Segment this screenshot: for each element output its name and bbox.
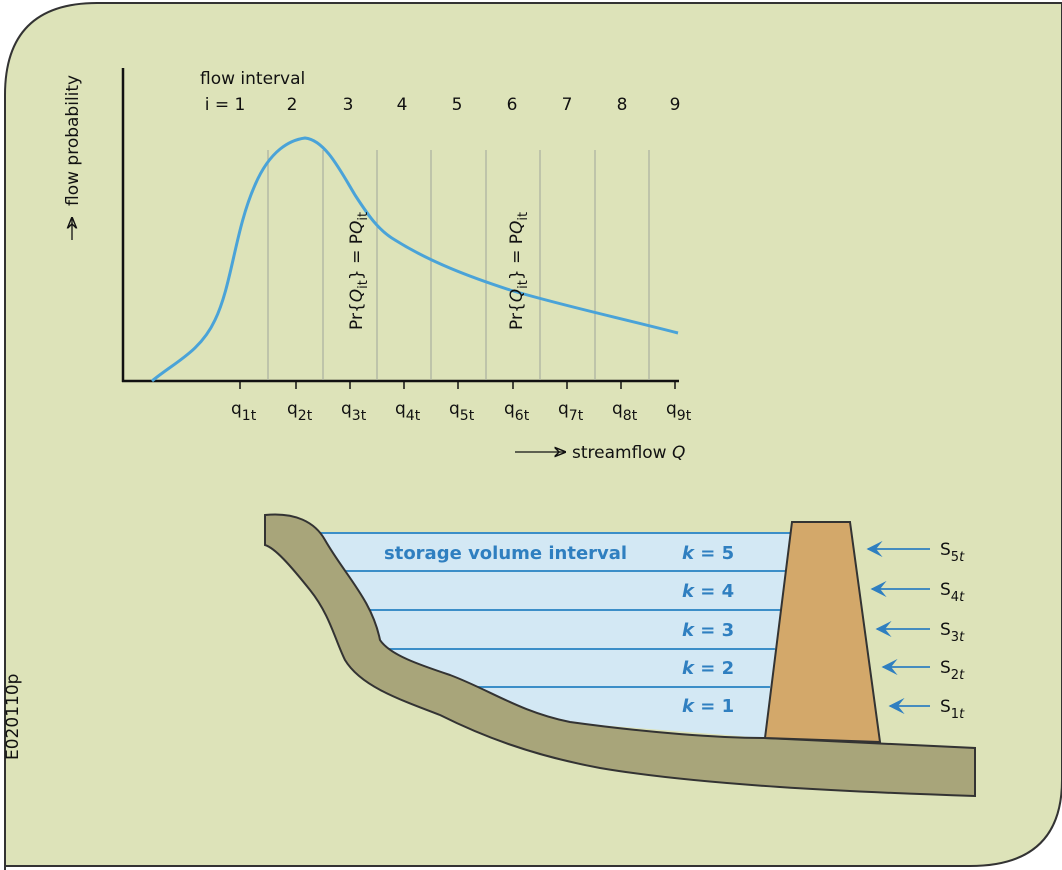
interval-number: 6 xyxy=(507,95,518,115)
interval-number: 5 xyxy=(452,95,463,115)
storage-time: t xyxy=(959,550,965,565)
flow-label-base: q xyxy=(666,399,677,419)
flow-label-sub: 1t xyxy=(242,408,257,424)
interval-number: 3 xyxy=(343,95,354,115)
level-eq: = 4 xyxy=(694,581,734,602)
level-eq: = 2 xyxy=(694,658,734,679)
storage-index: 4 xyxy=(951,590,959,605)
pr-q2: Q xyxy=(347,221,367,234)
storage-index: 3 xyxy=(951,630,959,645)
storage-time: t xyxy=(959,668,965,683)
interval-number: 4 xyxy=(397,95,408,115)
interval-number: 9 xyxy=(670,95,681,115)
page: flow intervali = 123456789q1tq2tq3tq4tq5… xyxy=(0,0,1062,870)
interval-number: 7 xyxy=(562,95,573,115)
pr-mid: } = P xyxy=(347,234,367,280)
pr-sub: it xyxy=(356,280,371,289)
pr-q: Q xyxy=(347,289,367,302)
level-label: k = 1 xyxy=(682,696,734,717)
flow-label-sub: 7t xyxy=(569,408,584,424)
flow-label-sub: 6t xyxy=(515,408,530,424)
storage-base: S xyxy=(940,620,951,640)
flow-label-base: q xyxy=(395,399,406,419)
level-label: k = 2 xyxy=(682,658,734,679)
level-eq: = 5 xyxy=(694,543,734,564)
pr-q: Q xyxy=(507,289,527,302)
storage-base: S xyxy=(940,697,951,717)
storage-base: S xyxy=(940,540,951,560)
level-eq: = 1 xyxy=(694,696,734,717)
pr-sub2: it xyxy=(516,212,531,221)
flow-label-base: q xyxy=(231,399,242,419)
flow-label-base: q xyxy=(558,399,569,419)
x-axis-label-var: Q xyxy=(672,443,685,463)
flow-label-sub: 5t xyxy=(460,408,475,424)
level-label: k = 5 xyxy=(682,543,734,564)
pr-mid: } = P xyxy=(507,234,527,280)
storage-base: S xyxy=(940,580,951,600)
pr-sub2: it xyxy=(356,212,371,221)
level-eq: = 3 xyxy=(694,620,734,641)
figure: flow intervali = 123456789q1tq2tq3tq4tq5… xyxy=(0,0,1062,870)
storage-base: S xyxy=(940,658,951,678)
interval-heading: flow interval xyxy=(200,69,305,89)
storage-index: 2 xyxy=(951,668,959,683)
pr-sub: it xyxy=(516,280,531,289)
x-axis-label-text: streamflow xyxy=(572,443,672,463)
interval-number: 2 xyxy=(287,95,298,115)
interval-number: 8 xyxy=(617,95,628,115)
storage-time: t xyxy=(959,707,965,722)
flow-label-base: q xyxy=(504,399,515,419)
reservoir-title: storage volume interval xyxy=(384,543,627,564)
x-axis-label: streamflow Q xyxy=(572,443,685,463)
flow-label-sub: 9t xyxy=(677,408,692,424)
flow-label-sub: 4t xyxy=(406,408,421,424)
y-axis-label: flow probability xyxy=(63,75,83,206)
pr: Pr{ xyxy=(507,302,527,330)
flow-label-base: q xyxy=(287,399,298,419)
storage-time: t xyxy=(959,590,965,605)
level-label: k = 4 xyxy=(682,581,734,602)
flow-label-base: q xyxy=(449,399,460,419)
storage-time: t xyxy=(959,630,965,645)
pr-q2: Q xyxy=(507,221,527,234)
flow-label-base: q xyxy=(341,399,352,419)
flow-label-sub: 8t xyxy=(623,408,638,424)
storage-index: 1 xyxy=(951,707,959,722)
flow-label-sub: 2t xyxy=(298,408,313,424)
level-label: k = 3 xyxy=(682,620,734,641)
pr: Pr{ xyxy=(347,302,367,330)
flow-label-base: q xyxy=(612,399,623,419)
figure-id: E020110p xyxy=(3,674,23,760)
interval-number: i = 1 xyxy=(205,95,246,115)
storage-index: 5 xyxy=(951,550,959,565)
flow-label-sub: 3t xyxy=(352,408,367,424)
